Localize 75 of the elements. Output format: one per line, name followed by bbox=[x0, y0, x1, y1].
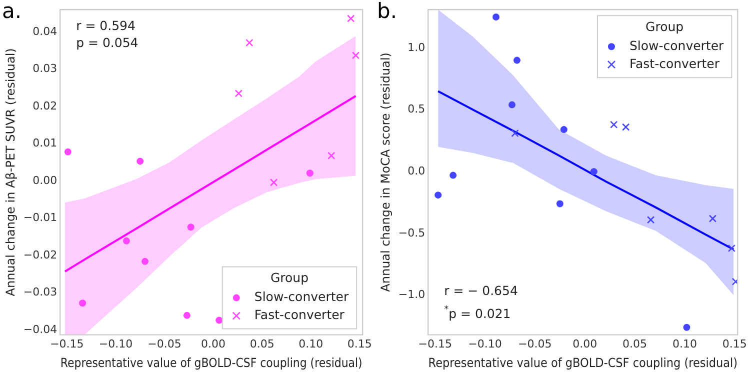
point bbox=[64, 148, 72, 156]
x-tick-label: −0.10 bbox=[98, 337, 133, 350]
y-tick-label: 0.03 bbox=[32, 62, 58, 76]
annotation: r = 0.594 bbox=[76, 18, 136, 33]
y-tick-label: 0.00 bbox=[32, 174, 58, 187]
point bbox=[610, 120, 618, 128]
x-tick-label: 0.00 bbox=[201, 337, 226, 350]
point bbox=[728, 244, 736, 252]
y-tick-label: 1.0 bbox=[408, 40, 426, 54]
point bbox=[122, 237, 130, 244]
point bbox=[306, 170, 314, 177]
point bbox=[79, 300, 86, 307]
x-tick-label: −0.15 bbox=[50, 337, 84, 350]
point bbox=[136, 158, 144, 165]
point bbox=[187, 224, 194, 231]
point bbox=[508, 101, 516, 108]
legend-title: Group bbox=[646, 18, 684, 34]
annotation: *p = 0.021 bbox=[444, 305, 511, 322]
y-tick-label: −0.04 bbox=[23, 322, 58, 336]
legend-title: Group bbox=[270, 270, 309, 286]
y-tick-label: 0.04 bbox=[32, 24, 58, 38]
point bbox=[513, 56, 520, 64]
x-axis-title: Representative value of gBOLD-CSF coupling (residual) bbox=[60, 355, 362, 370]
chart-title: a. bbox=[2, 0, 22, 23]
x-tick-label: 0.15 bbox=[347, 337, 372, 350]
point bbox=[492, 14, 500, 21]
y-axis-title: Annual change in MoCA score (residual) bbox=[378, 52, 392, 292]
x-tick-label: −0.15 bbox=[418, 337, 452, 350]
legend-label: Fast-converter bbox=[254, 307, 346, 322]
point bbox=[352, 52, 360, 60]
x-tick-label: 0.15 bbox=[722, 337, 747, 350]
annotation: p = 0.054 bbox=[76, 34, 138, 50]
annotation: r = − 0.654 bbox=[444, 283, 518, 298]
x-tick-label: 0.10 bbox=[672, 337, 697, 350]
y-tick-label: 0.0 bbox=[408, 164, 426, 178]
point bbox=[646, 216, 655, 224]
y-tick-label: 0.02 bbox=[32, 99, 58, 112]
x-tick-label: −0.05 bbox=[518, 337, 552, 350]
x-tick-label: 0.05 bbox=[250, 337, 274, 350]
x-tick-label: 0.05 bbox=[622, 337, 648, 350]
point bbox=[683, 324, 690, 331]
point bbox=[216, 316, 223, 324]
x-tick-label: 0.00 bbox=[572, 337, 598, 350]
point bbox=[708, 214, 717, 222]
legend-label: Fast-converter bbox=[629, 56, 720, 71]
x-tick-label: 0.10 bbox=[298, 337, 324, 350]
y-tick-label: −0.03 bbox=[23, 286, 58, 299]
x-tick-label: −0.05 bbox=[148, 337, 182, 350]
point bbox=[560, 126, 568, 134]
y-tick-label: 0.5 bbox=[408, 102, 426, 116]
point bbox=[732, 278, 738, 286]
legend-label: Slow-converter bbox=[254, 289, 350, 304]
point bbox=[246, 38, 254, 47]
point bbox=[141, 258, 148, 265]
y-axis-title: Annual change in Aβ-PET SUVR (residual) bbox=[3, 48, 18, 296]
y-tick-label: 0.01 bbox=[32, 136, 58, 150]
point bbox=[511, 129, 519, 138]
chart-title: b. bbox=[377, 0, 398, 23]
point bbox=[434, 192, 442, 199]
legend-label: Slow-converter bbox=[629, 38, 725, 53]
point bbox=[347, 14, 355, 22]
point bbox=[590, 168, 598, 176]
y-tick-label: −0.02 bbox=[23, 248, 58, 262]
point bbox=[270, 178, 278, 186]
y-tick-label: −0.5 bbox=[398, 226, 426, 240]
point bbox=[622, 123, 630, 131]
point bbox=[183, 312, 190, 319]
x-axis-title: Representative value of gBOLD-CSF coupling (residual) bbox=[428, 355, 738, 370]
point bbox=[234, 90, 242, 98]
point bbox=[450, 172, 457, 179]
point bbox=[328, 152, 336, 160]
x-tick-label: −0.10 bbox=[468, 337, 502, 350]
point bbox=[556, 200, 564, 208]
y-tick-label: −1.0 bbox=[398, 288, 426, 302]
y-tick-label: −0.01 bbox=[23, 211, 58, 224]
